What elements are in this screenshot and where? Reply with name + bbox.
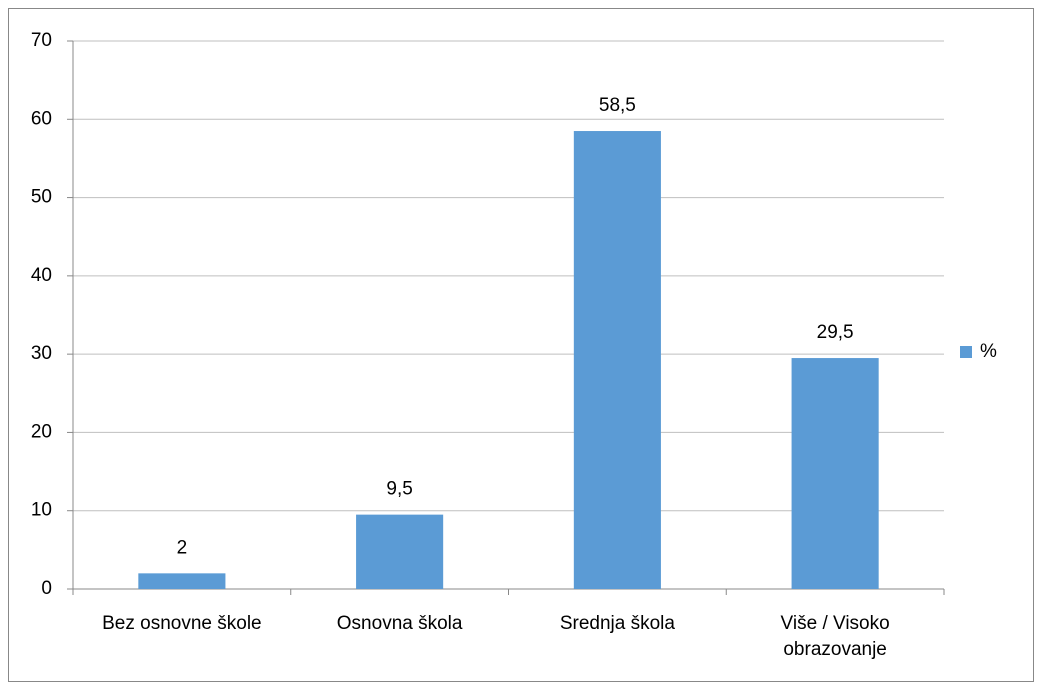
bar: [791, 358, 879, 589]
legend-label: %: [980, 341, 997, 362]
x-tick-label: Osnovna škola: [336, 613, 463, 634]
bar: [356, 514, 444, 589]
y-tick-label: 70: [31, 30, 52, 51]
x-tick-label: Bez osnovne škole: [102, 613, 262, 634]
data-label: 9,5: [386, 479, 412, 500]
data-label: 2: [177, 537, 188, 558]
y-tick-label: 40: [31, 265, 52, 286]
y-tick-label: 10: [31, 500, 52, 521]
y-tick-label: 50: [31, 187, 52, 208]
bar: [573, 131, 661, 589]
legend-swatch: [960, 346, 972, 358]
y-tick-label: 0: [41, 578, 52, 599]
x-tick-label: Srednja škola: [559, 613, 675, 634]
y-tick-label: 60: [31, 108, 52, 129]
x-tick-label: Više / Visoko obrazovanje: [780, 613, 890, 660]
y-tick-label: 20: [31, 421, 52, 442]
data-label: 29,5: [817, 322, 854, 343]
bar: [138, 573, 226, 589]
data-label: 58,5: [599, 95, 636, 116]
y-tick-label: 30: [31, 343, 52, 364]
